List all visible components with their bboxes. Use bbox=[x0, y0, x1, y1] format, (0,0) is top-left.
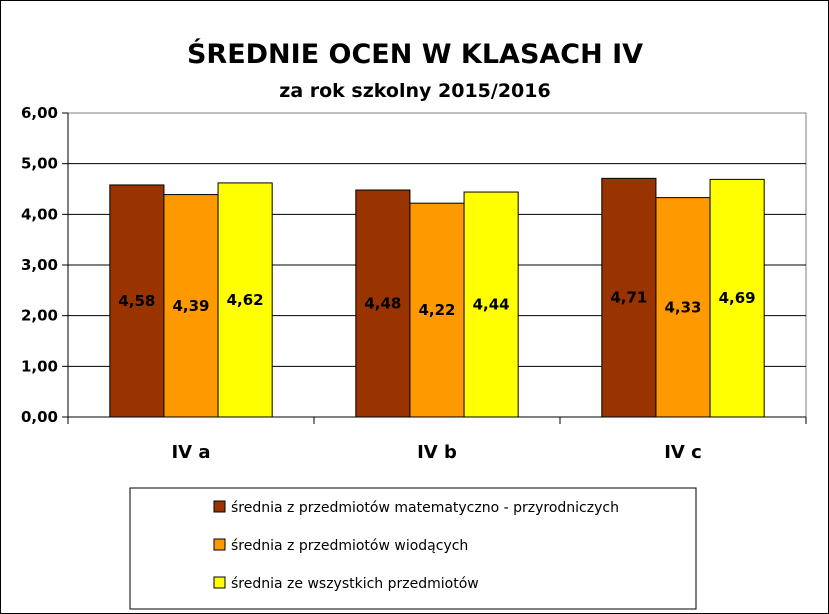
data-label: 4,71 bbox=[610, 289, 647, 307]
data-label: 4,62 bbox=[227, 291, 264, 309]
data-label: 4,44 bbox=[473, 296, 510, 314]
bar bbox=[463, 191, 519, 418]
chart-title: ŚREDNIE OCEN W KLASACH IV bbox=[187, 38, 643, 70]
bar bbox=[217, 182, 273, 418]
y-tick-label: 6,00 bbox=[21, 104, 58, 122]
y-axis: 0,00 1,00 2,00 3,00 4,00 5,00 6,00 bbox=[21, 104, 69, 426]
legend-label: średnia z przedmiotów matematyczno - prz… bbox=[231, 500, 619, 516]
bar bbox=[709, 178, 765, 418]
legend-label: średnia ze wszystkich przedmiotów bbox=[231, 576, 479, 592]
legend-swatch bbox=[213, 538, 226, 551]
x-tick-label: IV c bbox=[664, 442, 702, 463]
legend-label: średnia z przedmiotów wiodących bbox=[231, 538, 468, 554]
bar bbox=[655, 197, 711, 418]
x-tick-label: IV a bbox=[171, 442, 210, 463]
data-label: 4,69 bbox=[719, 289, 756, 307]
y-tick-label: 1,00 bbox=[21, 357, 58, 375]
bar bbox=[355, 189, 411, 418]
x-tick-label: IV b bbox=[417, 442, 457, 463]
data-label: 4,33 bbox=[664, 298, 701, 316]
data-label: 4,39 bbox=[172, 297, 209, 315]
legend-items: średnia z przedmiotów matematyczno - prz… bbox=[213, 500, 619, 592]
x-axis: IV a IV b IV c bbox=[67, 416, 807, 463]
y-tick-label: 2,00 bbox=[21, 307, 58, 325]
y-tick-label: 3,00 bbox=[21, 256, 58, 274]
bars bbox=[109, 177, 765, 418]
legend-swatch bbox=[213, 500, 226, 513]
legend-swatch bbox=[213, 576, 226, 589]
y-tick-label: 4,00 bbox=[21, 205, 58, 223]
data-label: 4,58 bbox=[118, 292, 155, 310]
legend: średnia z przedmiotów matematyczno - prz… bbox=[129, 487, 697, 610]
data-label: 4,22 bbox=[418, 301, 455, 319]
y-tick-label: 5,00 bbox=[21, 155, 58, 173]
bar bbox=[409, 202, 465, 418]
data-labels: 4,58 4,48 4,71 4,39 4,22 4,33 4,62 4,44 4,69 bbox=[118, 289, 755, 319]
bar bbox=[109, 184, 165, 418]
chart-subtitle: za rok szkolny 2015/2016 bbox=[279, 80, 550, 102]
data-label: 4,48 bbox=[364, 295, 401, 313]
bar bbox=[601, 177, 657, 418]
y-tick-label: 0,00 bbox=[21, 408, 58, 426]
